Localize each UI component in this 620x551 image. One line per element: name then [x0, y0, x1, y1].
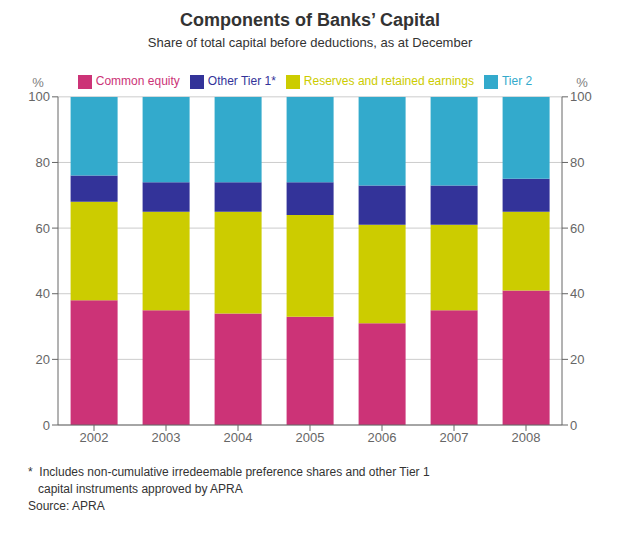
svg-text:80: 80	[570, 155, 584, 170]
svg-text:0: 0	[570, 418, 577, 433]
svg-text:60: 60	[570, 221, 584, 236]
svg-text:%: %	[32, 75, 44, 90]
html-text:Reserves and retained earnings: Reserves and retained earnings	[303, 74, 474, 88]
svg-text:60: 60	[36, 221, 50, 236]
svg-text:2004: 2004	[224, 430, 253, 445]
html-text:Other Tier 1*: Other Tier 1*	[207, 74, 276, 88]
svg-text:100: 100	[28, 89, 50, 104]
html-text:Common equity: Common equity	[95, 74, 180, 88]
svg-text:20: 20	[570, 352, 584, 367]
svg-text:2002: 2002	[80, 430, 109, 445]
html-text:capital instruments approved b: capital instruments approved by APRA	[28, 482, 243, 496]
html-text:Tier 2: Tier 2	[502, 74, 533, 88]
html-text:Share of total capital before: Share of total capital before deductions…	[147, 35, 473, 50]
svg-text:2008: 2008	[512, 430, 541, 445]
svg-text:%: %	[576, 75, 588, 90]
html-text:* Includes non-cumulative irre: * Includes non-cumulative irredeemable p…	[28, 465, 430, 479]
svg-text:0: 0	[43, 418, 50, 433]
svg-text:2003: 2003	[152, 430, 181, 445]
svg-text:40: 40	[36, 286, 50, 301]
svg-text:80: 80	[36, 155, 50, 170]
svg-text:40: 40	[570, 286, 584, 301]
svg-text:2005: 2005	[296, 430, 325, 445]
html-text:Components of Banks’ Capital: Components of Banks’ Capital	[180, 10, 440, 30]
svg-text:20: 20	[36, 352, 50, 367]
svg-text:2007: 2007	[440, 430, 469, 445]
svg-text:100: 100	[570, 89, 592, 104]
svg-text:2006: 2006	[368, 430, 397, 445]
html-text:Source: APRA: Source: APRA	[28, 499, 105, 513]
